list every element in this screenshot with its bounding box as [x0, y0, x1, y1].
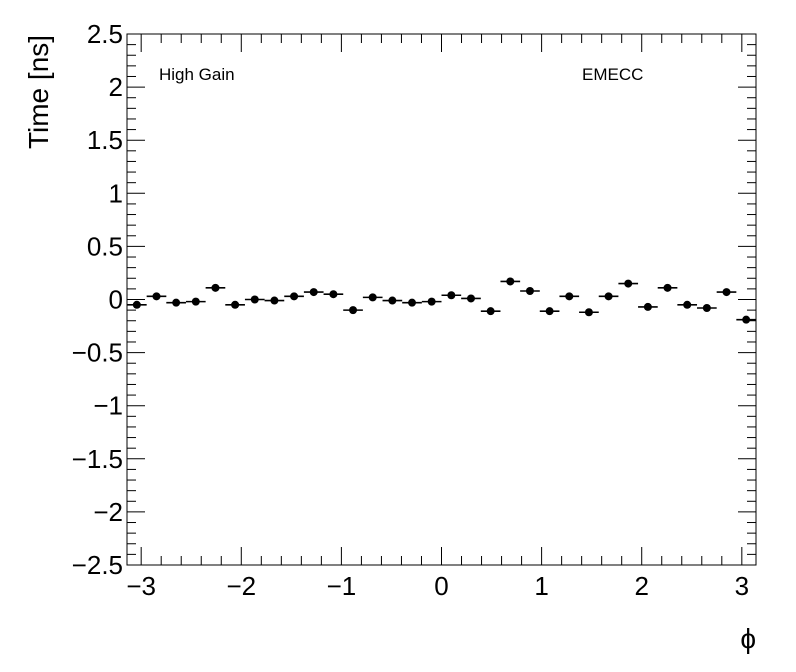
data-point: [663, 283, 672, 292]
data-point: [309, 288, 318, 297]
x-tick-label: 0: [434, 571, 448, 601]
annotation-emecc: EMECC: [582, 65, 643, 84]
y-tick-label: 2.5: [87, 19, 123, 49]
x-tick-label: −1: [327, 571, 357, 601]
data-point: [349, 306, 358, 315]
y-tick-label: 0: [109, 285, 123, 315]
y-tick-label: 1: [109, 178, 123, 208]
data-point: [427, 297, 436, 306]
data-point: [329, 290, 338, 299]
y-axis-title: Time [ns]: [23, 35, 54, 149]
data-point: [172, 298, 181, 307]
data-point: [290, 292, 299, 301]
data-point: [506, 277, 515, 286]
tick-labels: −3 −2 −1 0 1 2 3 −2.5 −2 −1.5 −1 −0.5 0 0.5 1 1.5 2 2.5: [72, 19, 749, 601]
data-point: [742, 315, 751, 324]
y-tick-label: −1.5: [72, 444, 123, 474]
x-tick-label: 1: [534, 571, 548, 601]
y-tick-label: 0.5: [87, 231, 123, 261]
data-point: [545, 307, 554, 316]
y-tick-label: −2: [93, 497, 123, 527]
data-point: [408, 298, 417, 307]
data-point: [388, 296, 397, 305]
data-point: [250, 295, 259, 304]
data-point: [466, 294, 475, 303]
data-point: [525, 287, 534, 296]
data-point: [565, 292, 574, 301]
data-point: [584, 308, 593, 317]
ticks: [127, 33, 756, 566]
data-point: [447, 291, 456, 300]
data-point: [624, 279, 633, 288]
x-tick-label: −3: [126, 571, 156, 601]
x-tick-label: −2: [226, 571, 256, 601]
annotation-high-gain: High Gain: [159, 65, 235, 84]
x-tick-label: 2: [634, 571, 648, 601]
data-point: [643, 302, 652, 311]
data-point: [231, 300, 240, 309]
data-point: [211, 283, 220, 292]
y-tick-label: −1: [93, 391, 123, 421]
y-tick-label: −2.5: [72, 550, 123, 580]
y-tick-label: 1.5: [87, 125, 123, 155]
data-point: [722, 288, 731, 297]
y-tick-label: 2: [109, 72, 123, 102]
data-point: [152, 292, 161, 301]
data-point: [702, 303, 711, 312]
data-point: [368, 293, 377, 302]
y-tick-label: −0.5: [72, 338, 123, 368]
data-point: [270, 296, 279, 305]
plot-frame: [126, 33, 757, 566]
data-point: [604, 292, 613, 301]
data-marks: [127, 277, 756, 324]
x-axis-title: ϕ: [740, 623, 756, 654]
data-point: [191, 297, 200, 306]
x-tick-label: 3: [735, 571, 749, 601]
data-point: [486, 307, 495, 316]
data-point: [683, 300, 692, 309]
data-point: [132, 300, 141, 309]
